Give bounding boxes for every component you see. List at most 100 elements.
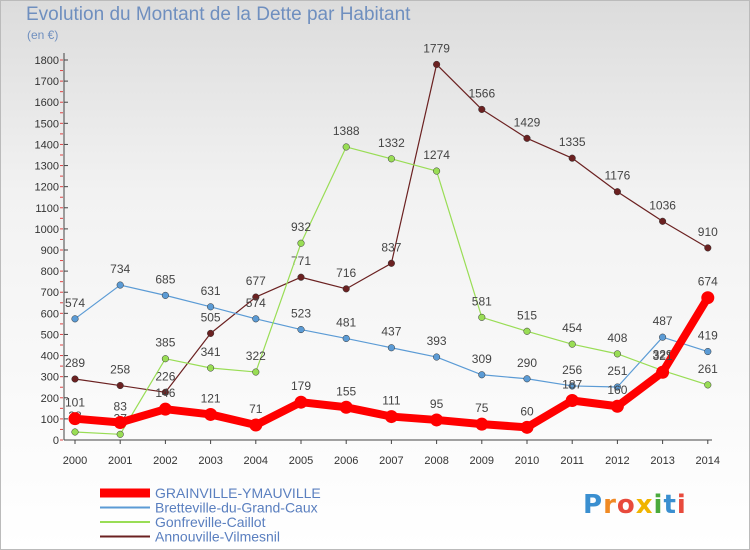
logo-letter: x [635,490,654,520]
y-tick-label: 1000 [35,224,59,236]
data-point [610,399,624,413]
logo-letter: r [603,490,617,520]
legend-label: Gonfreville-Caillot [155,514,266,530]
x-tick-label: 2012 [605,455,629,467]
data-label: 1036 [649,198,676,212]
data-point [433,167,441,175]
data-label: 83 [114,399,128,413]
y-tick-label: 700 [41,287,59,299]
data-label: 523 [291,307,311,321]
data-point [613,188,621,196]
data-point [613,383,621,391]
data-point [252,315,260,323]
data-point [387,155,395,163]
data-point [249,418,263,432]
x-tick-label: 2007 [379,455,403,467]
data-point [294,395,308,409]
y-tick-label: 200 [41,393,59,405]
data-point [387,259,395,267]
y-tick-label: 1700 [35,76,59,88]
data-label: 75 [475,401,489,415]
data-label: 155 [336,384,356,398]
data-label: 160 [607,383,627,397]
data-point [342,334,350,343]
y-tick-label: 1600 [35,97,59,109]
y-tick-label: 1500 [35,118,59,130]
y-tick-label: 500 [41,329,59,341]
data-label: 226 [155,369,175,383]
data-label: 685 [155,272,175,286]
data-point [342,143,350,151]
logo-letter: P [583,490,604,520]
data-label: 574 [65,296,85,310]
data-point [568,340,576,348]
data-label: 385 [155,336,175,350]
data-point [252,293,260,301]
data-point [161,388,169,396]
data-label: 932 [291,220,311,234]
data-label: 1274 [423,148,450,162]
data-point [659,217,667,225]
data-label: 1429 [514,115,541,129]
y-tick-label: 800 [41,266,59,278]
data-point [68,412,82,426]
data-point [161,355,169,363]
x-tick-label: 2010 [515,455,539,467]
data-point [704,347,712,356]
logo-letter: i [676,490,687,520]
unit-label: (en €) [27,28,59,42]
data-point [297,326,305,334]
data-label: 437 [381,325,401,339]
x-tick-label: 2003 [198,455,222,467]
data-point [252,368,260,376]
data-point [207,329,215,337]
y-tick-label: 1400 [35,139,59,151]
data-label: 837 [381,240,401,254]
data-point [523,375,531,383]
legend-label: Bretteville-du-Grand-Caux [155,500,318,516]
proxiti-logo: Proxiti [583,490,687,520]
data-label: 101 [65,396,85,410]
data-point [430,413,444,427]
data-point [116,430,124,438]
data-point [116,381,124,390]
y-tick-label: 300 [41,372,59,384]
data-label: 60 [520,404,534,418]
data-point [387,344,395,352]
y-tick-label: 900 [41,245,59,257]
x-tick-label: 2013 [650,455,674,467]
data-label: 1332 [378,136,405,150]
data-point [659,333,667,341]
data-point [297,239,305,247]
data-label: 341 [201,345,221,359]
data-label: 515 [517,308,537,322]
data-label: 771 [291,254,311,268]
data-point [520,420,534,434]
y-tick-label: 1300 [35,161,59,173]
data-label: 1566 [468,86,495,100]
x-tick-label: 2009 [470,455,494,467]
data-label: 290 [517,356,537,370]
data-point [161,291,169,299]
data-label: 261 [698,362,718,376]
data-label: 419 [698,329,718,343]
data-label: 187 [562,378,582,392]
data-point [613,350,621,358]
data-point [71,315,79,323]
data-label: 910 [698,225,718,239]
chart-title: Evolution du Montant de la Dette par Hab… [26,4,411,25]
data-label: 289 [65,356,85,370]
data-label: 505 [201,310,221,324]
data-point [701,291,715,305]
y-tick-label: 1200 [35,182,59,194]
data-point [207,303,215,311]
data-point [116,281,124,289]
data-label: 256 [562,363,582,377]
data-label: 1388 [333,124,360,138]
legend-label: Annouville-Vilmesnil [155,529,280,545]
data-label: 179 [291,379,311,393]
logo-letter: t [663,490,677,520]
data-label: 393 [427,334,447,348]
data-label: 574 [246,296,266,310]
